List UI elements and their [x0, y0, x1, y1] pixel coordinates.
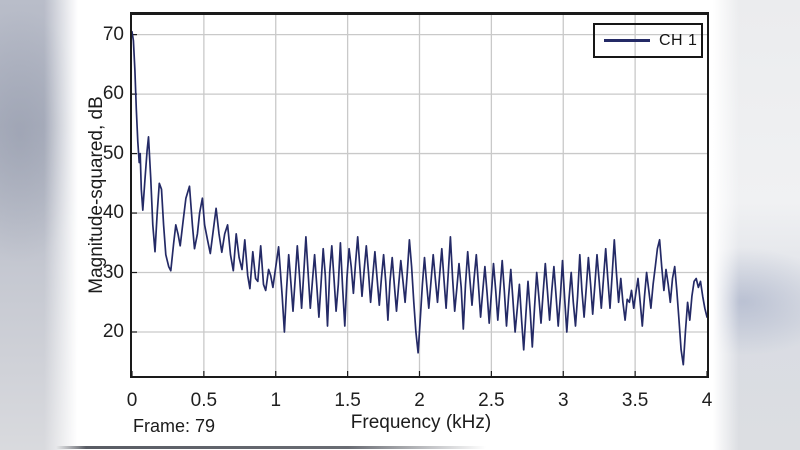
- frame-counter: Frame: 79: [133, 416, 216, 436]
- y-axis-title: Magnitude-squared, dB: [86, 96, 107, 294]
- x-tick-label: 2.5: [478, 390, 505, 411]
- legend-entry-label: CH 1: [659, 31, 698, 49]
- y-tick-label: 20: [102, 320, 124, 342]
- x-tick-label: 3.5: [621, 390, 649, 411]
- legend: CH 1: [593, 23, 703, 58]
- legend-line-sample: [604, 39, 650, 42]
- left-gradient-border: [0, 0, 80, 450]
- x-tick-label: 1: [270, 390, 282, 411]
- x-tick-label: 2: [414, 390, 425, 411]
- plot-area: CH 1: [130, 12, 709, 378]
- x-tick-label: 0.5: [190, 390, 218, 411]
- x-tick-label: 3: [557, 390, 569, 411]
- x-tick-label: 1.5: [334, 390, 361, 411]
- x-tick-label: 4: [701, 390, 713, 411]
- bottom-edge-shadow: [56, 446, 486, 449]
- y-tick-label: 70: [102, 23, 124, 45]
- right-gradient-border: [713, 0, 800, 450]
- x-tick-label: 0: [126, 390, 138, 411]
- x-axis-title: Frequency (kHz): [350, 412, 492, 433]
- plot-canvas: [132, 15, 707, 376]
